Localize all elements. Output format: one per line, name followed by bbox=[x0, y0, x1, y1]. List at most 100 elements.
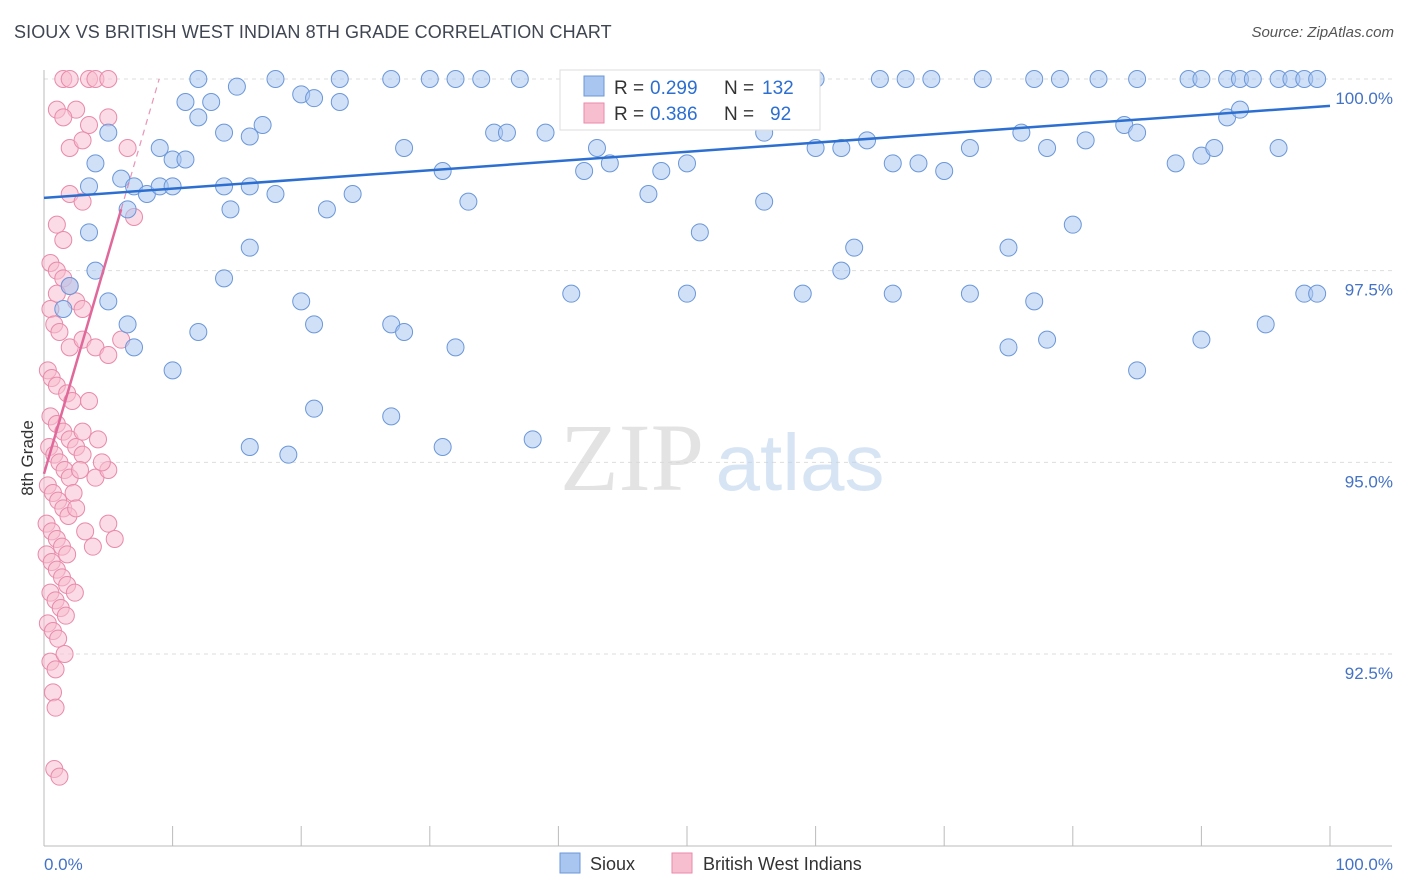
bottom-legend-swatch-sioux bbox=[559, 852, 581, 874]
sioux-point bbox=[1089, 70, 1108, 88]
sioux-point bbox=[215, 269, 234, 288]
bwi-point bbox=[71, 461, 90, 479]
sioux-point bbox=[1128, 361, 1147, 380]
sioux-point bbox=[305, 315, 324, 334]
sioux-point bbox=[240, 127, 259, 146]
sioux-point bbox=[343, 185, 362, 203]
legend-n-label-sioux: N = bbox=[724, 78, 754, 99]
sioux-point bbox=[1128, 70, 1147, 88]
sioux-point bbox=[54, 300, 73, 318]
bwi-point bbox=[50, 767, 69, 786]
sioux-point bbox=[883, 284, 902, 303]
legend-swatch-sioux bbox=[583, 75, 605, 97]
sioux-point bbox=[639, 185, 658, 203]
sioux-point bbox=[446, 70, 465, 88]
sioux-point bbox=[118, 200, 137, 219]
sioux-point bbox=[1269, 139, 1288, 157]
sioux-point bbox=[305, 399, 324, 418]
sioux-point bbox=[253, 116, 272, 134]
sioux-point bbox=[1050, 70, 1069, 88]
x-tick-label-min: 0.0% bbox=[44, 855, 83, 874]
bwi-point bbox=[55, 645, 74, 663]
chart-title: SIOUX VS BRITISH WEST INDIAN 8TH GRADE C… bbox=[14, 22, 612, 42]
sioux-point bbox=[870, 70, 889, 88]
sioux-point bbox=[562, 284, 581, 303]
sioux-point bbox=[1166, 154, 1185, 173]
sioux-point bbox=[305, 89, 324, 108]
chart-source: Source: ZipAtlas.com bbox=[1251, 24, 1394, 41]
sioux-point bbox=[999, 338, 1018, 357]
sioux-point bbox=[176, 93, 195, 111]
sioux-point bbox=[510, 70, 529, 88]
sioux-point bbox=[395, 323, 414, 341]
sioux-point bbox=[382, 70, 401, 88]
sioux-point bbox=[523, 430, 542, 449]
bwi-point bbox=[118, 139, 137, 157]
sioux-point bbox=[793, 284, 812, 303]
sioux-point bbox=[960, 284, 979, 303]
sioux-point bbox=[215, 123, 234, 142]
sioux-point bbox=[755, 192, 774, 211]
sioux-point bbox=[960, 139, 979, 157]
sioux-point bbox=[1205, 139, 1224, 157]
bwi-point bbox=[73, 422, 92, 441]
sioux-point bbox=[150, 139, 169, 157]
bwi-point bbox=[92, 453, 111, 472]
legend-n-value-bwi: 92 bbox=[770, 104, 791, 125]
sioux-point bbox=[896, 70, 915, 88]
bottom-legend-label-sioux: Sioux bbox=[590, 854, 635, 874]
bottom-legend-swatch-bwi bbox=[671, 852, 693, 874]
watermark-atlas: atlas bbox=[716, 418, 885, 507]
bwi-point bbox=[47, 215, 66, 234]
sioux-point bbox=[1308, 70, 1327, 88]
sioux-point bbox=[832, 139, 851, 157]
sioux-point bbox=[600, 154, 619, 173]
bwi-point bbox=[99, 70, 118, 88]
sioux-point bbox=[189, 323, 208, 341]
legend-r-label-bwi: R = bbox=[614, 104, 644, 125]
sioux-point bbox=[935, 162, 954, 180]
sioux-point bbox=[1243, 70, 1262, 88]
sioux-point bbox=[999, 238, 1018, 257]
bwi-point bbox=[89, 430, 108, 449]
sioux-point bbox=[99, 292, 118, 311]
sioux-point bbox=[60, 277, 79, 295]
bwi-trend-extension bbox=[120, 78, 160, 210]
y-tick-label: 92.5% bbox=[1345, 664, 1393, 683]
y-axis-title: 8th Grade bbox=[18, 420, 37, 496]
bwi-point bbox=[99, 108, 118, 127]
bwi-point bbox=[105, 530, 124, 548]
bwi-trend-line bbox=[42, 208, 123, 475]
sioux-point bbox=[922, 70, 941, 88]
bwi-point bbox=[99, 346, 118, 364]
tick-labels: 92.5% 95.0% 97.5% 100.0% 0.0% 100.0% bbox=[43, 89, 1393, 874]
bwi-point bbox=[83, 537, 102, 556]
sioux-point bbox=[1038, 139, 1057, 157]
sioux-point bbox=[1025, 292, 1044, 311]
sioux-point bbox=[317, 200, 336, 219]
series-legend: Sioux British West Indians bbox=[559, 852, 862, 874]
sioux-point bbox=[163, 177, 182, 196]
sioux-point bbox=[382, 407, 401, 426]
sioux-point bbox=[1063, 215, 1082, 234]
sioux-point bbox=[1256, 315, 1275, 334]
sioux-point bbox=[575, 162, 594, 180]
sioux-point bbox=[99, 123, 118, 142]
bwi-point bbox=[73, 300, 92, 318]
sioux-point bbox=[1025, 70, 1044, 88]
bwi-point bbox=[46, 698, 65, 717]
legend-r-label-sioux: R = bbox=[614, 78, 644, 99]
bwi-point bbox=[64, 484, 83, 502]
y-tick-label: 100.0% bbox=[1335, 89, 1393, 108]
y-tick-label: 97.5% bbox=[1345, 281, 1393, 300]
bwi-point bbox=[67, 499, 86, 518]
sioux-point bbox=[420, 70, 439, 88]
bwi-point bbox=[60, 70, 79, 88]
sioux-point bbox=[497, 123, 516, 142]
sioux-point bbox=[227, 77, 246, 96]
sioux-point bbox=[330, 93, 349, 111]
sioux-point bbox=[279, 445, 298, 464]
x-tick-label-max: 100.0% bbox=[1335, 855, 1393, 874]
bwi-point bbox=[73, 445, 92, 464]
sioux-point bbox=[125, 338, 144, 357]
